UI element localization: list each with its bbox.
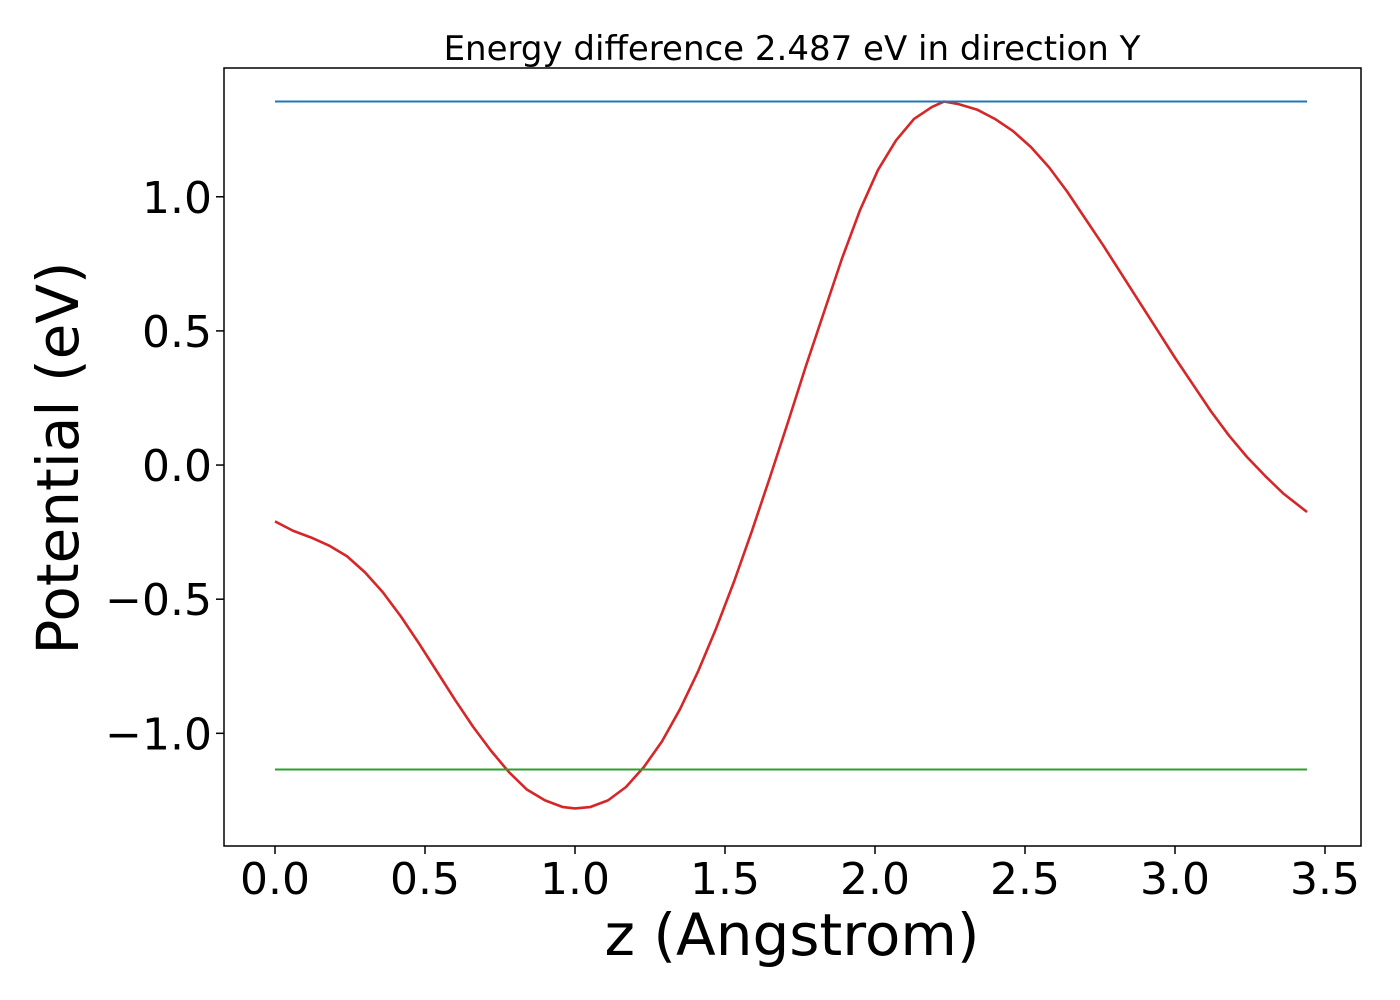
y-tick-label: −1.0 (105, 709, 212, 760)
y-tick-label: 0.0 (142, 441, 212, 492)
series-line-0 (274, 100, 1308, 810)
x-axis-label: z (Angstrom) (605, 901, 980, 969)
x-tick-label: 3.0 (1140, 854, 1210, 905)
x-tick-label: 0.0 (240, 854, 310, 905)
x-tick-label: 2.0 (840, 854, 910, 905)
y-tick-label: 1.0 (142, 173, 212, 224)
y-axis: −1.0 −0.5 0.0 0.5 1.0 (105, 173, 224, 760)
y-tick-label: 0.5 (142, 307, 212, 358)
chart-title: Energy difference 2.487 eV in direction … (444, 29, 1141, 69)
plot-frame (223, 67, 1362, 847)
x-tick-label: 2.5 (990, 854, 1060, 905)
x-tick-label: 1.0 (540, 854, 610, 905)
x-tick-label: 3.5 (1290, 854, 1360, 905)
y-axis-label: Potential (eV) (24, 261, 92, 654)
x-tick-label: 0.5 (390, 854, 460, 905)
plot-area (274, 100, 1308, 810)
x-axis: 0.0 0.5 1.0 1.5 2.0 2.5 3.0 3.5 (240, 846, 1360, 905)
x-tick-label: 1.5 (690, 854, 760, 905)
y-tick-label: −0.5 (105, 575, 212, 626)
